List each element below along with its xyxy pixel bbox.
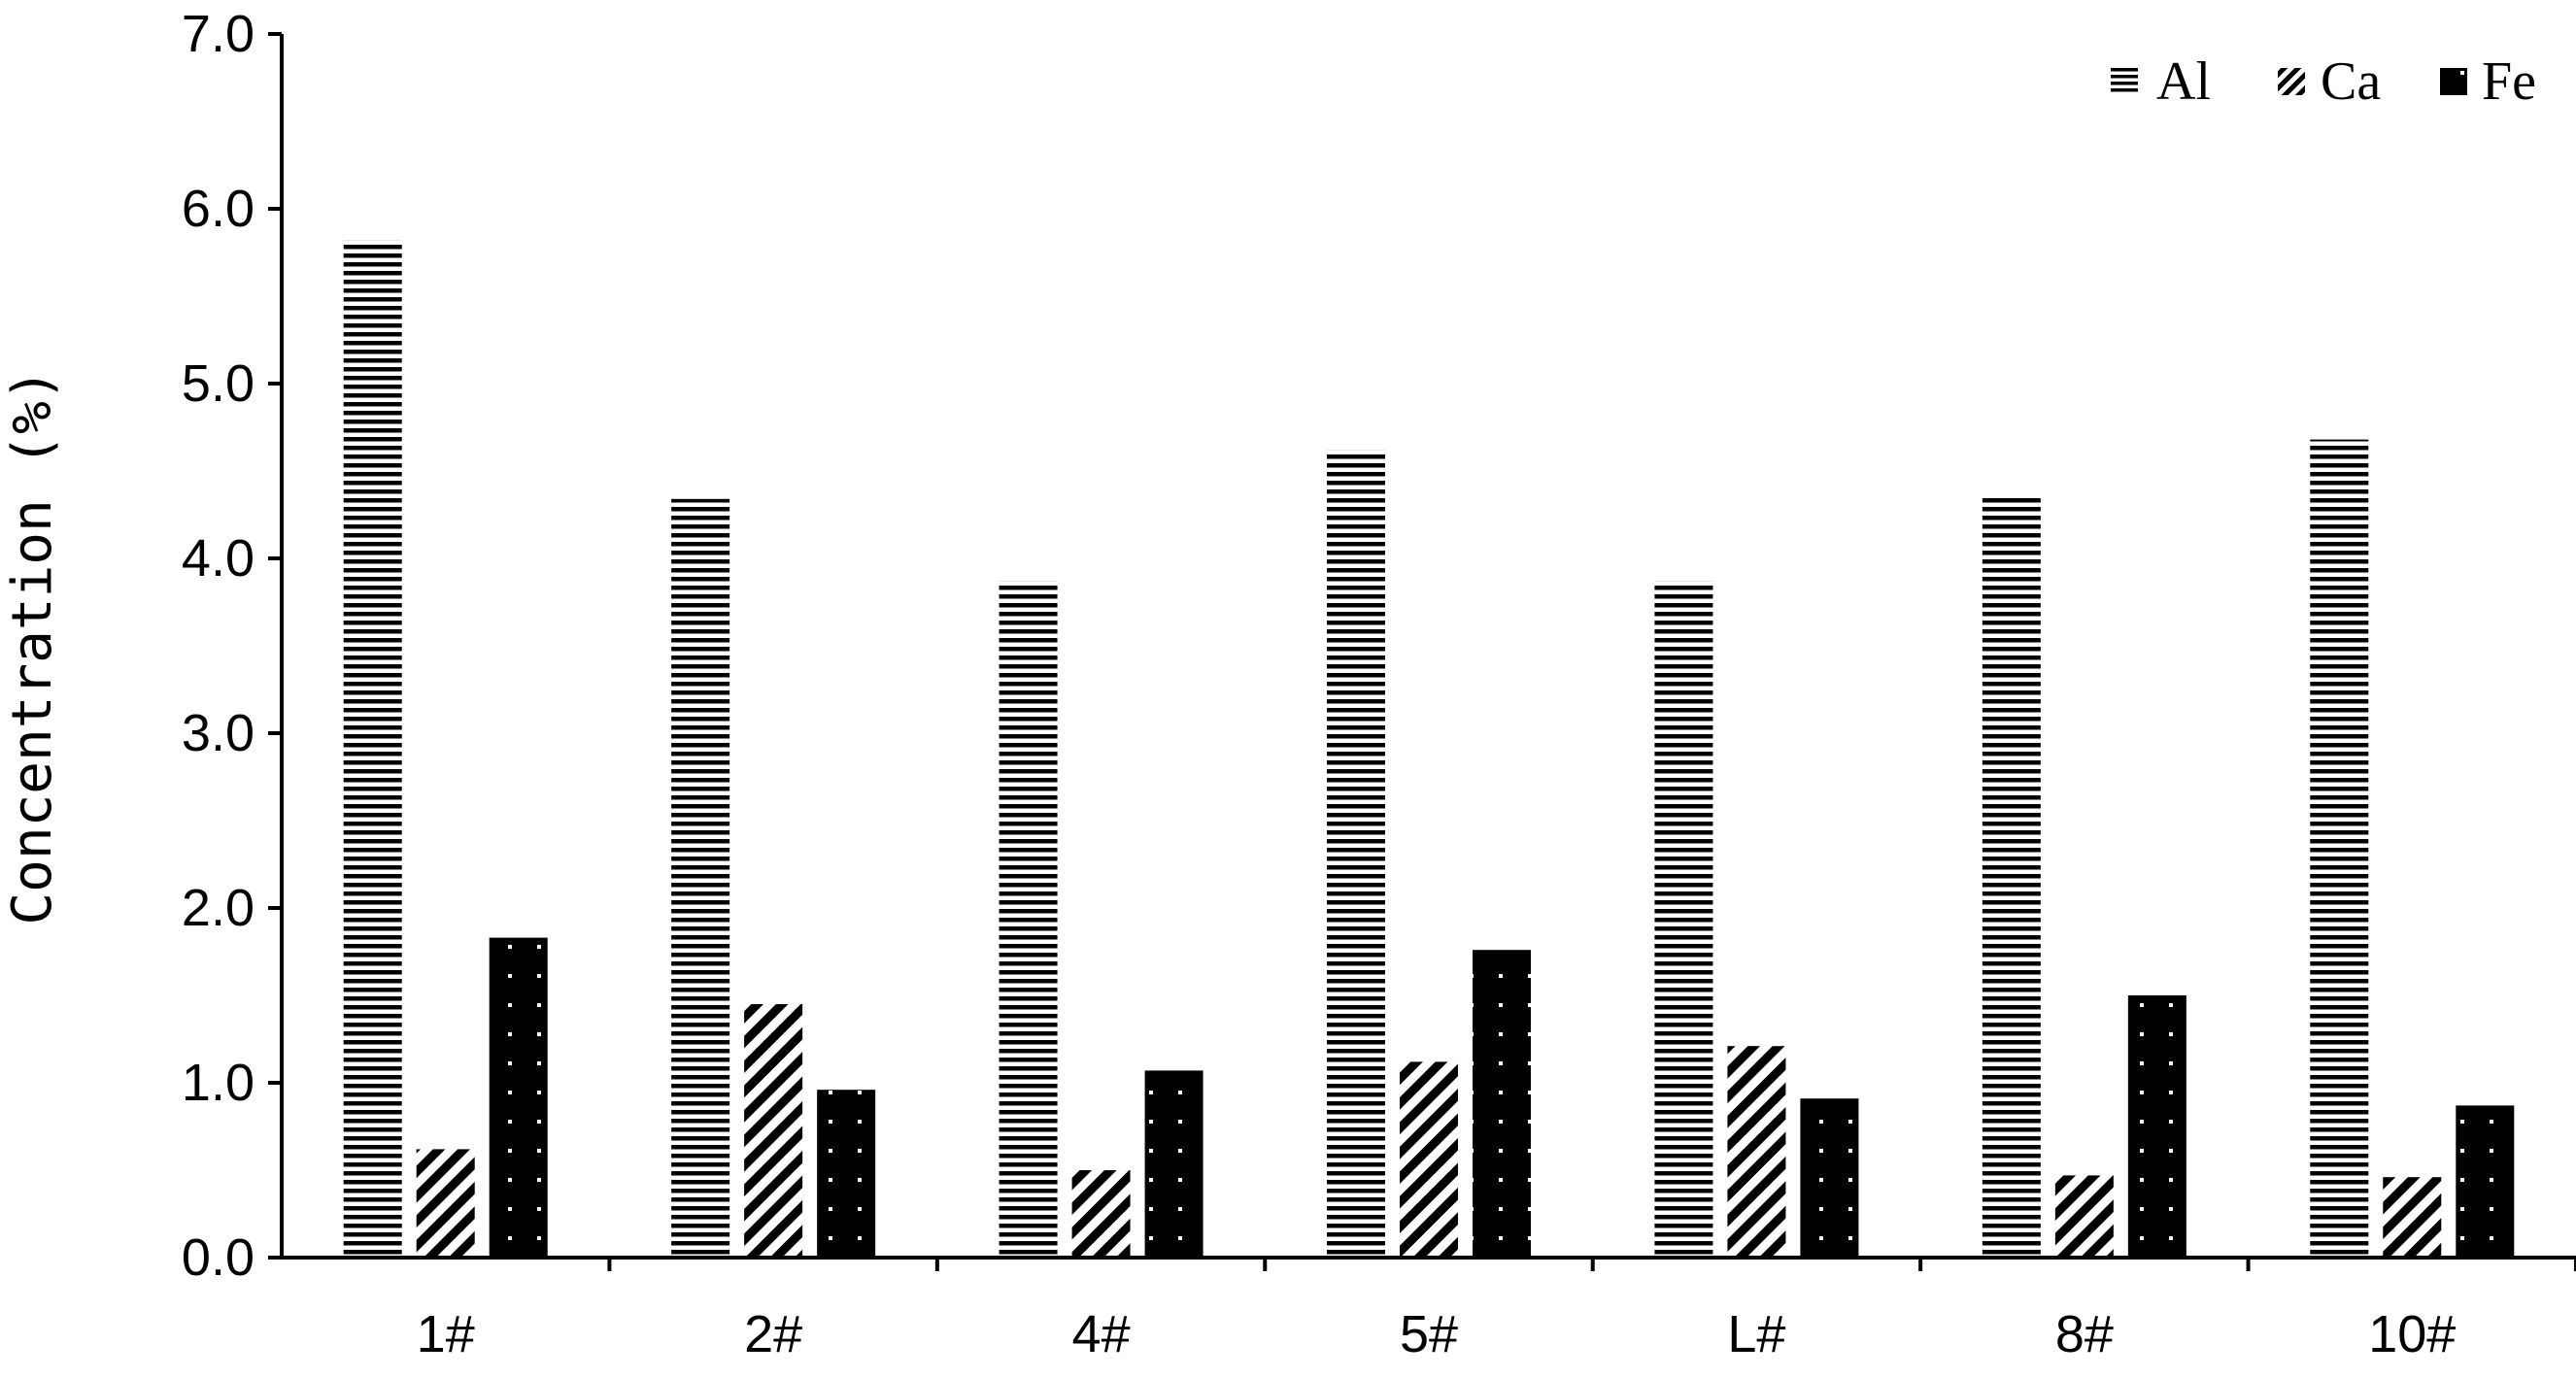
bar-ca: [1400, 1061, 1458, 1258]
legend-swatch-al: [2111, 68, 2138, 95]
bar-ca: [416, 1149, 475, 1258]
bar-ca: [2383, 1177, 2442, 1258]
bar-al: [999, 581, 1058, 1258]
y-tick-label: 3.0: [182, 704, 254, 762]
y-tick-label: 7.0: [182, 5, 254, 63]
legend-label-fe: Fe: [2482, 51, 2536, 112]
axes: 0.0 1.0 2.0 3.0 4.0 5.0 6.0 7.0 1# 2# 4# 5# L# 8# 10#: [182, 5, 2576, 1363]
bar-ca: [1071, 1170, 1131, 1258]
y-tick-label: 6.0: [182, 180, 254, 238]
bar-fe: [1473, 950, 1531, 1258]
bar-fe: [2127, 995, 2186, 1258]
bar-al: [1327, 450, 1385, 1258]
bar-fe: [2456, 1105, 2515, 1258]
bar-al: [2310, 439, 2369, 1259]
y-axis-title: Concentration (%): [1, 368, 64, 924]
y-tick-label: 4.0: [182, 529, 254, 588]
x-tick-label: L#: [1727, 1305, 1785, 1363]
plot-area: [343, 240, 2515, 1259]
x-tick-label: 4#: [1072, 1305, 1131, 1363]
bar-ca: [1727, 1046, 1786, 1258]
x-tick-label: 5#: [1400, 1305, 1458, 1363]
bar-al: [671, 498, 730, 1258]
legend-swatch-ca: [2278, 68, 2305, 95]
bar-al: [1654, 581, 1713, 1258]
y-tick-label: 0.0: [182, 1228, 254, 1287]
y-tick-label: 5.0: [182, 354, 254, 413]
legend: Al Ca Fe: [2111, 51, 2536, 112]
y-tick-label: 2.0: [182, 879, 254, 937]
y-tick-label: 1.0: [182, 1054, 254, 1112]
x-tick-label: 2#: [744, 1305, 802, 1363]
x-tick-label: 10#: [2368, 1305, 2456, 1363]
bar-fe: [1800, 1098, 1859, 1258]
x-tick-label: 8#: [2055, 1305, 2114, 1363]
bar-ca: [2054, 1175, 2114, 1258]
legend-label-al: Al: [2156, 51, 2211, 112]
bar-al: [343, 240, 402, 1258]
bar-al: [1982, 497, 2041, 1258]
bar-fe: [489, 937, 548, 1258]
bar-fe: [1144, 1070, 1203, 1258]
legend-swatch-fe: [2440, 68, 2467, 95]
legend-label-ca: Ca: [2321, 51, 2381, 112]
x-tick-label: 1#: [417, 1305, 475, 1363]
bar-fe: [817, 1090, 876, 1258]
bar-ca: [744, 1004, 803, 1258]
